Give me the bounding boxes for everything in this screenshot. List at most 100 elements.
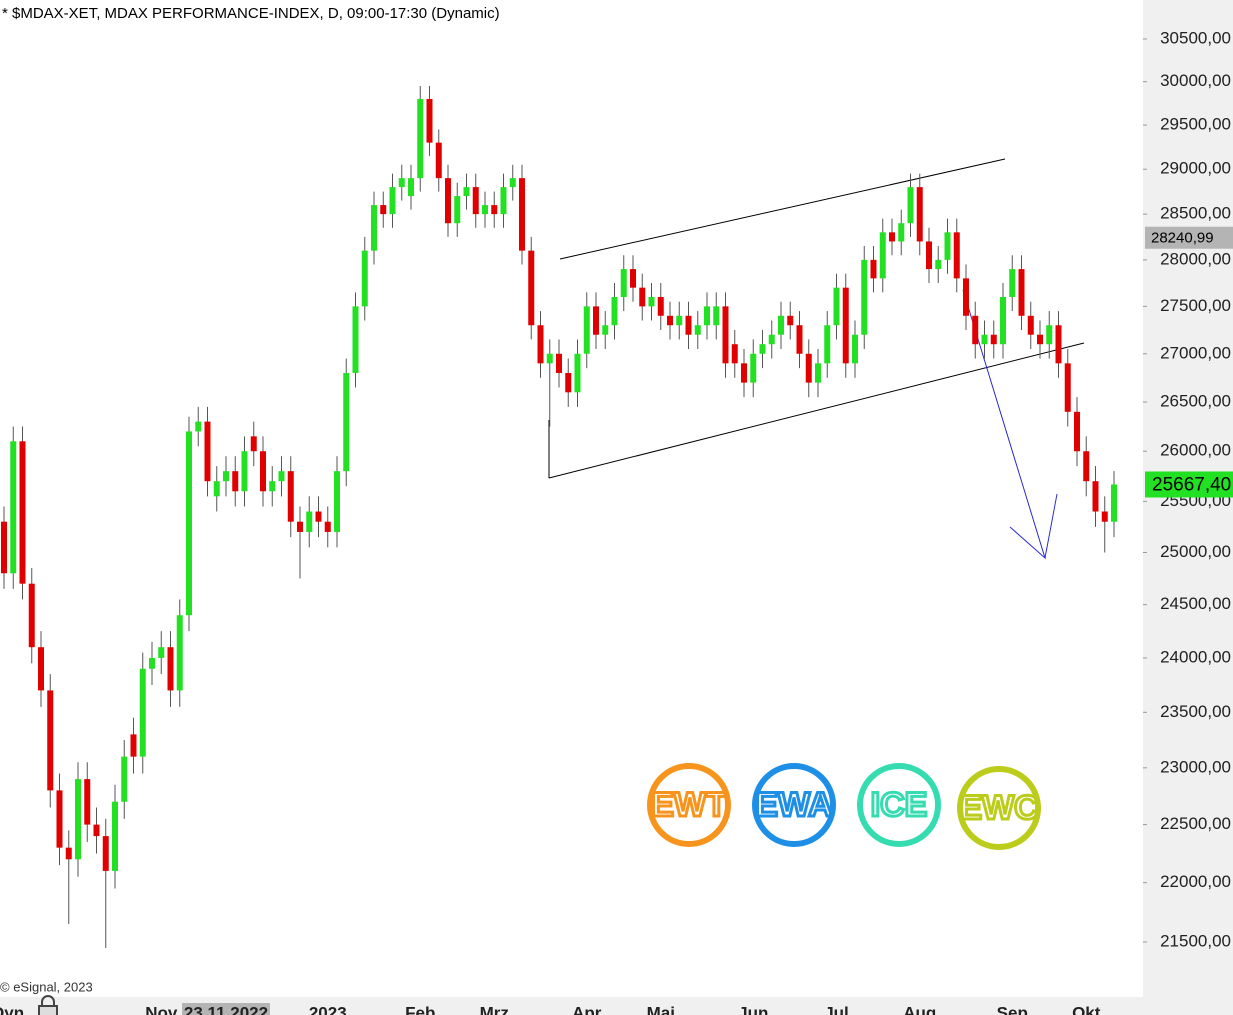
candle-body xyxy=(648,297,655,307)
candle-body xyxy=(1046,325,1053,345)
candle-body xyxy=(750,353,757,383)
candle-body xyxy=(500,187,507,215)
candle-body xyxy=(361,250,368,307)
candle-body xyxy=(213,481,220,497)
candle-body xyxy=(139,668,146,757)
x-tick-label: Mrz xyxy=(480,1003,509,1015)
x-tick-label: Feb xyxy=(405,1003,435,1015)
candle-body xyxy=(38,647,44,691)
candle-body xyxy=(306,511,313,532)
candle-body xyxy=(1018,269,1025,316)
candle-body xyxy=(713,306,720,326)
candle-body xyxy=(870,259,877,279)
candle-body xyxy=(935,259,942,270)
y-tick-label: 30500,00 xyxy=(1160,28,1231,47)
x-axis-corner: Dyn xyxy=(0,1003,24,1015)
candle-body xyxy=(1092,481,1099,512)
candle-body xyxy=(186,431,192,616)
x-tick-label: 23.11.2022 xyxy=(184,1003,268,1015)
y-tick-label: 22000,00 xyxy=(1160,872,1231,891)
crosshair-date-box xyxy=(182,1003,270,1015)
candle-body xyxy=(879,232,886,279)
candle-body xyxy=(981,334,988,345)
y-tick-label: 21500,00 xyxy=(1160,931,1231,950)
candle-body xyxy=(47,690,54,791)
candle-body xyxy=(454,196,461,224)
candle-body xyxy=(583,306,590,354)
candle-body xyxy=(176,615,183,691)
y-tick-label: 27500,00 xyxy=(1160,296,1231,315)
logo-label: ICE xyxy=(871,786,928,824)
candle-body xyxy=(1037,334,1043,345)
candle-body xyxy=(463,187,470,197)
candle-body xyxy=(953,232,960,279)
x-tick-label: Okt xyxy=(1072,1003,1101,1015)
candle-body xyxy=(916,187,923,242)
candle-body xyxy=(472,187,479,215)
y-tick-label: 28500,00 xyxy=(1160,204,1231,223)
candle-body xyxy=(861,259,868,335)
candle-body xyxy=(158,647,165,658)
candle-body xyxy=(944,232,951,260)
candle-body xyxy=(278,471,285,482)
candle-body xyxy=(297,521,303,532)
candle-body xyxy=(731,344,738,364)
candle-body xyxy=(1074,411,1080,452)
candle-body xyxy=(963,278,969,316)
candle-body xyxy=(778,315,784,335)
y-tick-label: 29500,00 xyxy=(1160,115,1231,134)
candle-body xyxy=(842,287,849,364)
y-tick-label: 22500,00 xyxy=(1160,814,1231,833)
candle-body xyxy=(1000,297,1006,345)
candle-body xyxy=(741,363,747,383)
candle-body xyxy=(232,471,239,492)
y-tick-label: 24000,00 xyxy=(1160,647,1231,666)
candle-body xyxy=(824,325,831,364)
candle-body xyxy=(1083,451,1090,482)
candle-body xyxy=(1064,363,1071,412)
candle-body xyxy=(509,178,516,188)
candle-body xyxy=(546,353,553,364)
candle-body xyxy=(1009,269,1016,298)
candle-body xyxy=(657,297,664,316)
logo-ring xyxy=(752,763,836,847)
candle-body xyxy=(852,334,858,364)
y-tick-label: 29000,00 xyxy=(1160,159,1231,178)
candle-body xyxy=(1055,325,1062,364)
candle-body xyxy=(889,232,895,242)
candle-body xyxy=(593,306,599,335)
candle-body xyxy=(685,315,692,335)
candles xyxy=(1,85,1117,949)
y-tick-label: 26000,00 xyxy=(1160,441,1231,460)
candle-body xyxy=(334,471,340,532)
candle-body xyxy=(112,801,118,871)
price-axis-panel xyxy=(1143,0,1233,1015)
lock-icon[interactable] xyxy=(38,995,58,1015)
candle-body xyxy=(19,441,26,584)
candle-body xyxy=(1027,315,1034,335)
x-tick-label: Nov xyxy=(145,1003,178,1015)
y-tick-label: 23000,00 xyxy=(1160,757,1231,776)
candle-body xyxy=(241,451,248,492)
candle-body xyxy=(343,372,350,472)
candle-body xyxy=(482,205,488,215)
y-tick-label: 30000,00 xyxy=(1160,71,1231,90)
x-tick-label: 2023 xyxy=(309,1003,347,1015)
candle-body xyxy=(676,315,683,326)
candle-body xyxy=(833,287,840,326)
candle-body xyxy=(84,779,91,825)
candle-body xyxy=(149,657,155,669)
candle-body xyxy=(639,287,646,307)
x-tick-label: Sep xyxy=(997,1003,1028,1015)
candle-body xyxy=(93,824,100,837)
candle-body xyxy=(537,325,544,364)
x-tick-label: Apr xyxy=(572,1003,602,1015)
candle-body xyxy=(722,306,729,364)
candle-body xyxy=(805,353,812,383)
candle-body xyxy=(574,353,581,393)
candle-body xyxy=(796,325,803,354)
candle-body xyxy=(898,223,905,242)
candle-body xyxy=(565,372,572,393)
candle-body xyxy=(519,178,525,251)
candle-body xyxy=(56,790,63,848)
